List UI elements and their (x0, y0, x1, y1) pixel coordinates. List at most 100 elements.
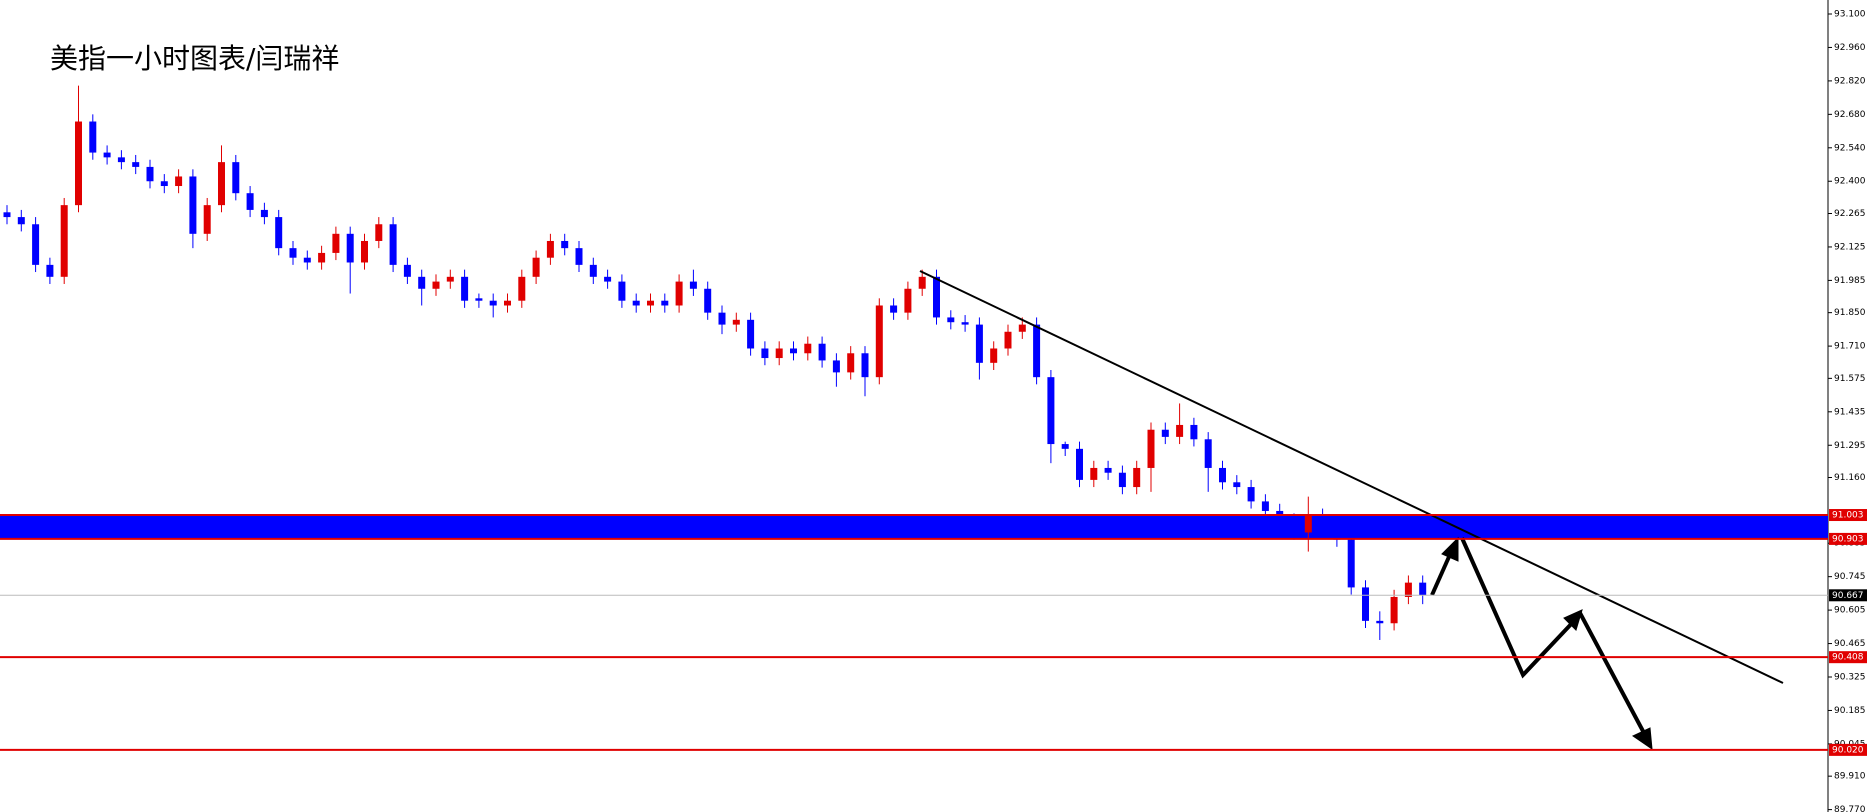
candle-body (146, 166, 154, 182)
price-tag (1829, 509, 1867, 522)
candle-body (790, 348, 797, 354)
candle-body (861, 353, 869, 378)
candle-body (461, 276, 469, 301)
price-tag-label: 90.903 (1832, 534, 1864, 544)
candle-body (1261, 501, 1269, 511)
candle-body (246, 193, 254, 210)
candle-body (1118, 472, 1126, 488)
candle-body (232, 162, 240, 194)
candle-body (675, 281, 683, 306)
candle-body (375, 224, 383, 241)
price-tag-label: 90.020 (1832, 745, 1864, 755)
candle-body (775, 348, 783, 359)
candle-body (618, 281, 626, 301)
candle-body (661, 300, 669, 306)
candle-body (346, 233, 354, 263)
arrow-head (1631, 727, 1653, 751)
candle-body (1304, 515, 1312, 533)
arrow-head (1563, 609, 1583, 631)
candle-body (804, 343, 812, 354)
candle-body (718, 312, 726, 325)
candle-body (918, 276, 926, 289)
candle-body (904, 288, 912, 313)
candle-body (189, 176, 197, 234)
y-tick-label: 89.910 (1834, 772, 1866, 782)
y-tick-label: 91.575 (1834, 374, 1866, 384)
candle-body (589, 264, 597, 277)
candle-body (732, 319, 740, 325)
candle-body (832, 360, 840, 373)
candle-body (103, 152, 111, 158)
candle-body (303, 257, 311, 263)
candle-body (1047, 377, 1055, 445)
candle-body (1147, 429, 1155, 468)
y-tick-label: 92.400 (1834, 177, 1866, 187)
candle-body (761, 348, 769, 359)
chart-title: 美指一小时图表/闫瑞祥 (50, 42, 339, 75)
y-tick-label: 91.850 (1834, 308, 1866, 318)
y-tick-label: 90.325 (1834, 673, 1866, 683)
candle-body (1362, 587, 1369, 621)
candle-body (1333, 525, 1341, 540)
y-tick-label: 90.465 (1834, 639, 1866, 649)
candle-body (847, 353, 855, 373)
candle-body (1190, 424, 1198, 440)
arrow (1460, 537, 1577, 679)
candle-body (75, 121, 82, 206)
candle-body (432, 281, 440, 289)
candle-body (1404, 582, 1412, 597)
candle-body (46, 264, 54, 277)
candle-body (1290, 520, 1298, 533)
candle-body (546, 240, 554, 258)
candle-body (289, 248, 297, 258)
price-tag (1829, 532, 1867, 545)
candle-body (3, 212, 11, 218)
y-tick-label: 90.745 (1834, 572, 1866, 582)
candle-body (647, 300, 654, 306)
candle-body (518, 276, 526, 301)
candle-body (60, 205, 68, 277)
candle-body (1176, 424, 1184, 437)
candle-body (332, 233, 340, 253)
candle-body (975, 324, 983, 363)
candle-body (218, 162, 225, 206)
candle-body (475, 298, 483, 301)
candle-body (89, 121, 97, 153)
candle-body (1390, 596, 1398, 624)
candle-body (1090, 467, 1098, 480)
candle-body (933, 276, 940, 318)
candle-body (575, 248, 583, 265)
candle-body (275, 217, 283, 249)
candle-body (203, 205, 211, 234)
candle-body (1419, 582, 1427, 596)
candle-body (1319, 515, 1327, 526)
candle-body (947, 317, 955, 323)
candle-body (890, 305, 898, 313)
candle-body (532, 257, 540, 277)
candle-body (1104, 467, 1112, 473)
y-tick-label: 91.985 (1834, 276, 1866, 286)
y-tick-label: 92.680 (1834, 110, 1866, 120)
price-tag-label: 90.667 (1832, 591, 1864, 601)
candle-body (632, 300, 640, 306)
candle-body (117, 157, 125, 163)
candle-body (32, 224, 40, 265)
trend-line (919, 270, 1784, 684)
candle-body (1204, 439, 1212, 468)
arrow-head (1441, 536, 1459, 562)
y-tick-label: 92.265 (1834, 209, 1866, 219)
candle-body (260, 209, 268, 218)
y-tick-label: 89.770 (1834, 805, 1866, 812)
price-tag-label: 90.408 (1832, 653, 1864, 663)
zone (0, 515, 1828, 539)
y-tick-label: 92.125 (1834, 242, 1866, 252)
y-tick-label: 91.435 (1834, 407, 1866, 417)
forecast-arrows (1430, 536, 1653, 751)
y-tick-label: 90.605 (1834, 606, 1866, 616)
candle-body (1076, 448, 1083, 480)
price-tag-label: 91.003 (1832, 511, 1864, 521)
y-tick-label: 91.160 (1834, 473, 1866, 483)
plot-area (0, 85, 1828, 640)
candle-body (489, 300, 497, 306)
